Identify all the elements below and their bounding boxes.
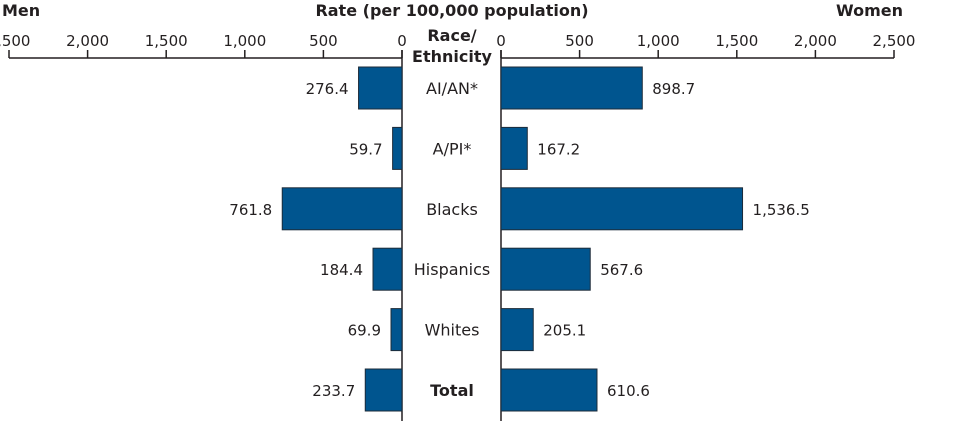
left-tick-label: 1,500 — [145, 32, 188, 50]
category-label: A/PI* — [433, 139, 472, 158]
men-bar — [372, 247, 403, 291]
women-value-label: 610.6 — [607, 382, 650, 400]
women-bar — [500, 66, 643, 110]
left-tick-label: 500 — [309, 32, 338, 50]
left-tick-label: 2,500 — [0, 32, 30, 50]
men-label: Men — [2, 1, 40, 20]
category-label: Blacks — [426, 200, 478, 219]
right-tick-label: 0 — [496, 32, 506, 50]
right-tick-label: 1,500 — [715, 32, 758, 50]
women-bar — [500, 368, 598, 412]
category-header: Race/ — [427, 26, 476, 45]
women-value-label: 1,536.5 — [753, 201, 810, 219]
men-value-label: 276.4 — [306, 80, 349, 98]
category-label: AI/AN* — [426, 79, 478, 98]
men-bar — [364, 368, 403, 412]
left-tick-label: 0 — [397, 32, 407, 50]
men-value-label: 69.9 — [348, 322, 381, 340]
category-label: Whites — [425, 321, 480, 340]
women-value-label: 205.1 — [543, 322, 586, 340]
right-tick-label: 1,000 — [637, 32, 680, 50]
right-tick-label: 2,500 — [873, 32, 916, 50]
women-bar — [500, 126, 528, 170]
women-value-label: 167.2 — [537, 140, 580, 158]
men-value-label: 59.7 — [349, 140, 382, 158]
women-bar — [500, 247, 591, 291]
men-value-label: 761.8 — [229, 201, 272, 219]
women-value-label: 898.7 — [652, 80, 695, 98]
women-bar — [500, 308, 534, 352]
category-header: Ethnicity — [412, 47, 492, 66]
men-bar — [392, 126, 403, 170]
women-label: Women — [836, 1, 903, 20]
men-value-label: 184.4 — [320, 261, 363, 279]
men-bar — [358, 66, 403, 110]
right-tick-label: 500 — [565, 32, 594, 50]
men-bar — [390, 308, 403, 352]
left-tick-label: 1,000 — [223, 32, 266, 50]
right-tick-label: 2,000 — [794, 32, 837, 50]
category-label: Total — [430, 381, 474, 400]
women-value-label: 567.6 — [600, 261, 643, 279]
men-value-label: 233.7 — [312, 382, 355, 400]
chart-title: Rate (per 100,000 population) — [315, 1, 588, 20]
women-bar — [500, 187, 744, 231]
men-bar — [281, 187, 403, 231]
left-tick-label: 2,000 — [66, 32, 109, 50]
category-label: Hispanics — [414, 260, 491, 279]
